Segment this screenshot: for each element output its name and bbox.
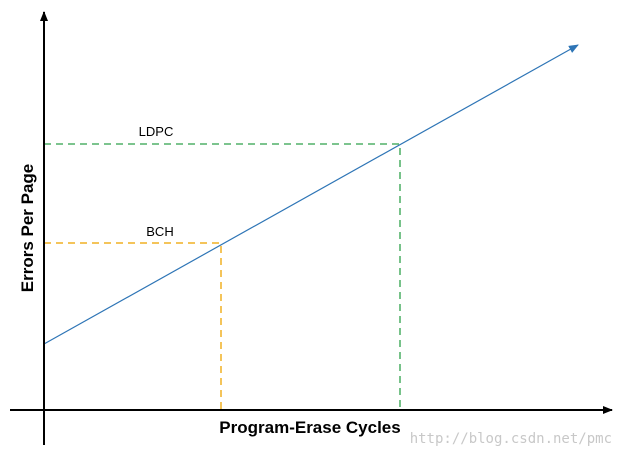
ldpc-guide [44,143,401,410]
trend-line [43,44,579,345]
x-axis-title: Program-Erase Cycles [219,418,400,437]
bch-label: BCH [146,224,173,239]
watermark: http://blog.csdn.net/pmc [410,431,612,447]
bch-guide [44,242,222,410]
y-axis-title: Errors Per Page [18,164,37,293]
ldpc-label: LDPC [139,124,174,139]
